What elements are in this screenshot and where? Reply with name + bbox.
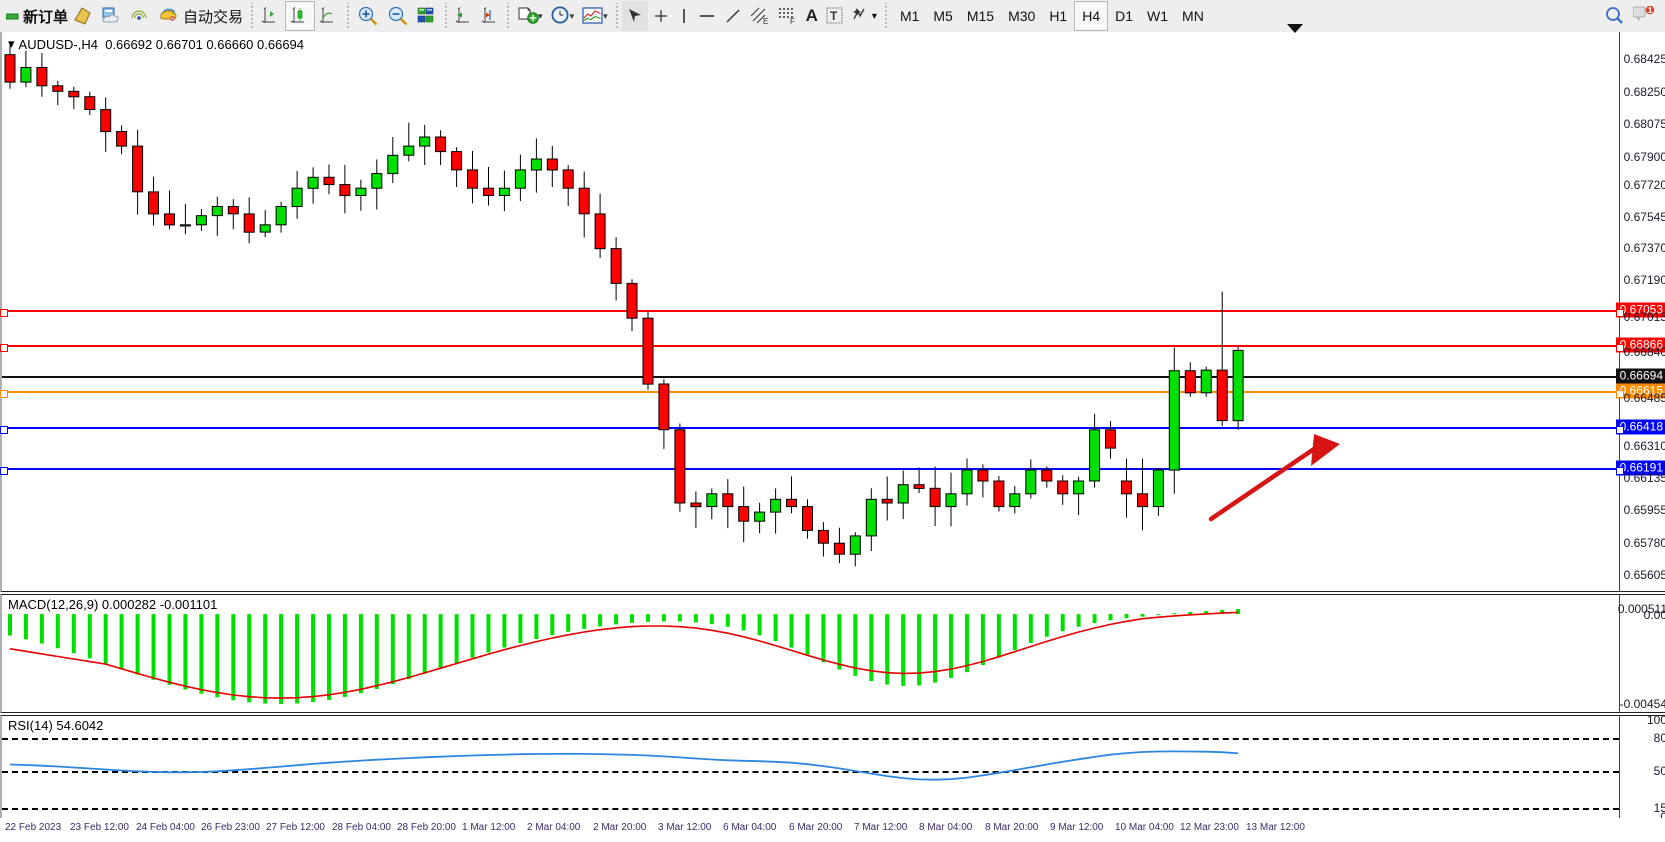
svg-text:1: 1 (1648, 6, 1653, 15)
svg-text:T: T (830, 9, 838, 23)
svg-text:E: E (763, 17, 768, 25)
svg-text:F: F (790, 17, 795, 25)
